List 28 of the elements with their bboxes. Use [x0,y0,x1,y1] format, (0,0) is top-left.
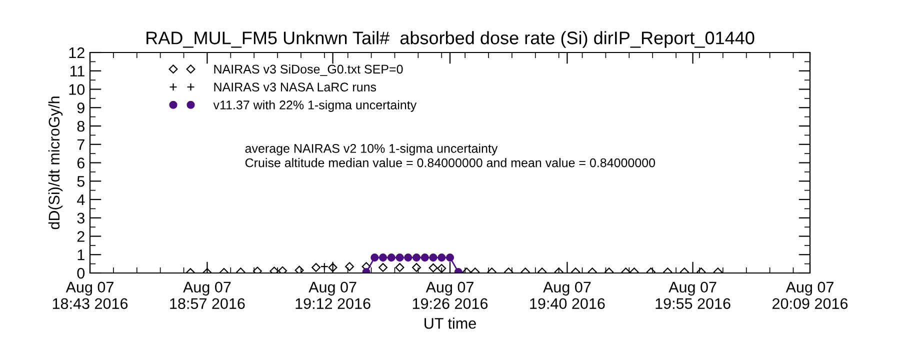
legend-label: NAIRAS v3 NASA LaRC runs [214,82,376,92]
y-axis-title: dD(Si)/dt microGy/h [48,96,63,230]
y-tick-label: 10 [69,84,85,95]
y-tick-label: 1 [78,250,84,260]
x-tick-label: Aug 07 20:09 2016 [772,282,848,310]
legend-label: v11.37 with 22% 1-sigma uncertainty [213,100,417,112]
y-tick-label: 3 [77,212,84,224]
annotation: average NAIRAS v2 10% 1-sigma uncertainty [245,144,498,156]
y-tick-label: 5 [77,176,84,187]
y-tick-label: 11 [70,66,84,76]
y-tick-label: 8 [77,120,84,132]
x-axis-title: UT time [424,318,476,329]
legend-label: NAIRAS v3 SiDose_G0.txt SEP=0 [214,64,403,76]
y-tick-label: 6 [77,158,84,168]
chart-title: RAD_MUL_FM5 Unknwn Tail# absorbed dose rate (Si) dirIP_Report_01440 [146,31,754,48]
y-tick-label: 12 [69,47,84,58]
y-tick-label: 4 [76,194,85,206]
annotation: Cruise altitude median value = 0.84000000 and mean value = 0.84000000 [245,158,656,168]
x-tick-label: Aug 07 19:40 2016 [530,282,605,310]
y-tick-label: 7 [77,139,84,150]
x-tick-label: Aug 07 18:43 2016 [52,282,128,310]
y-tick-label: 9 [77,102,84,114]
x-tick-label: Aug 07 19:26 2016 [412,282,488,310]
y-tick-label: 0 [77,268,85,279]
x-tick-label: Aug 07 19:55 2016 [656,282,730,310]
y-tick-label: 2 [77,231,84,242]
x-tick-label: Aug 07 19:12 2016 [296,282,370,310]
x-tick-label: Aug 07 18:57 2016 [170,282,245,310]
